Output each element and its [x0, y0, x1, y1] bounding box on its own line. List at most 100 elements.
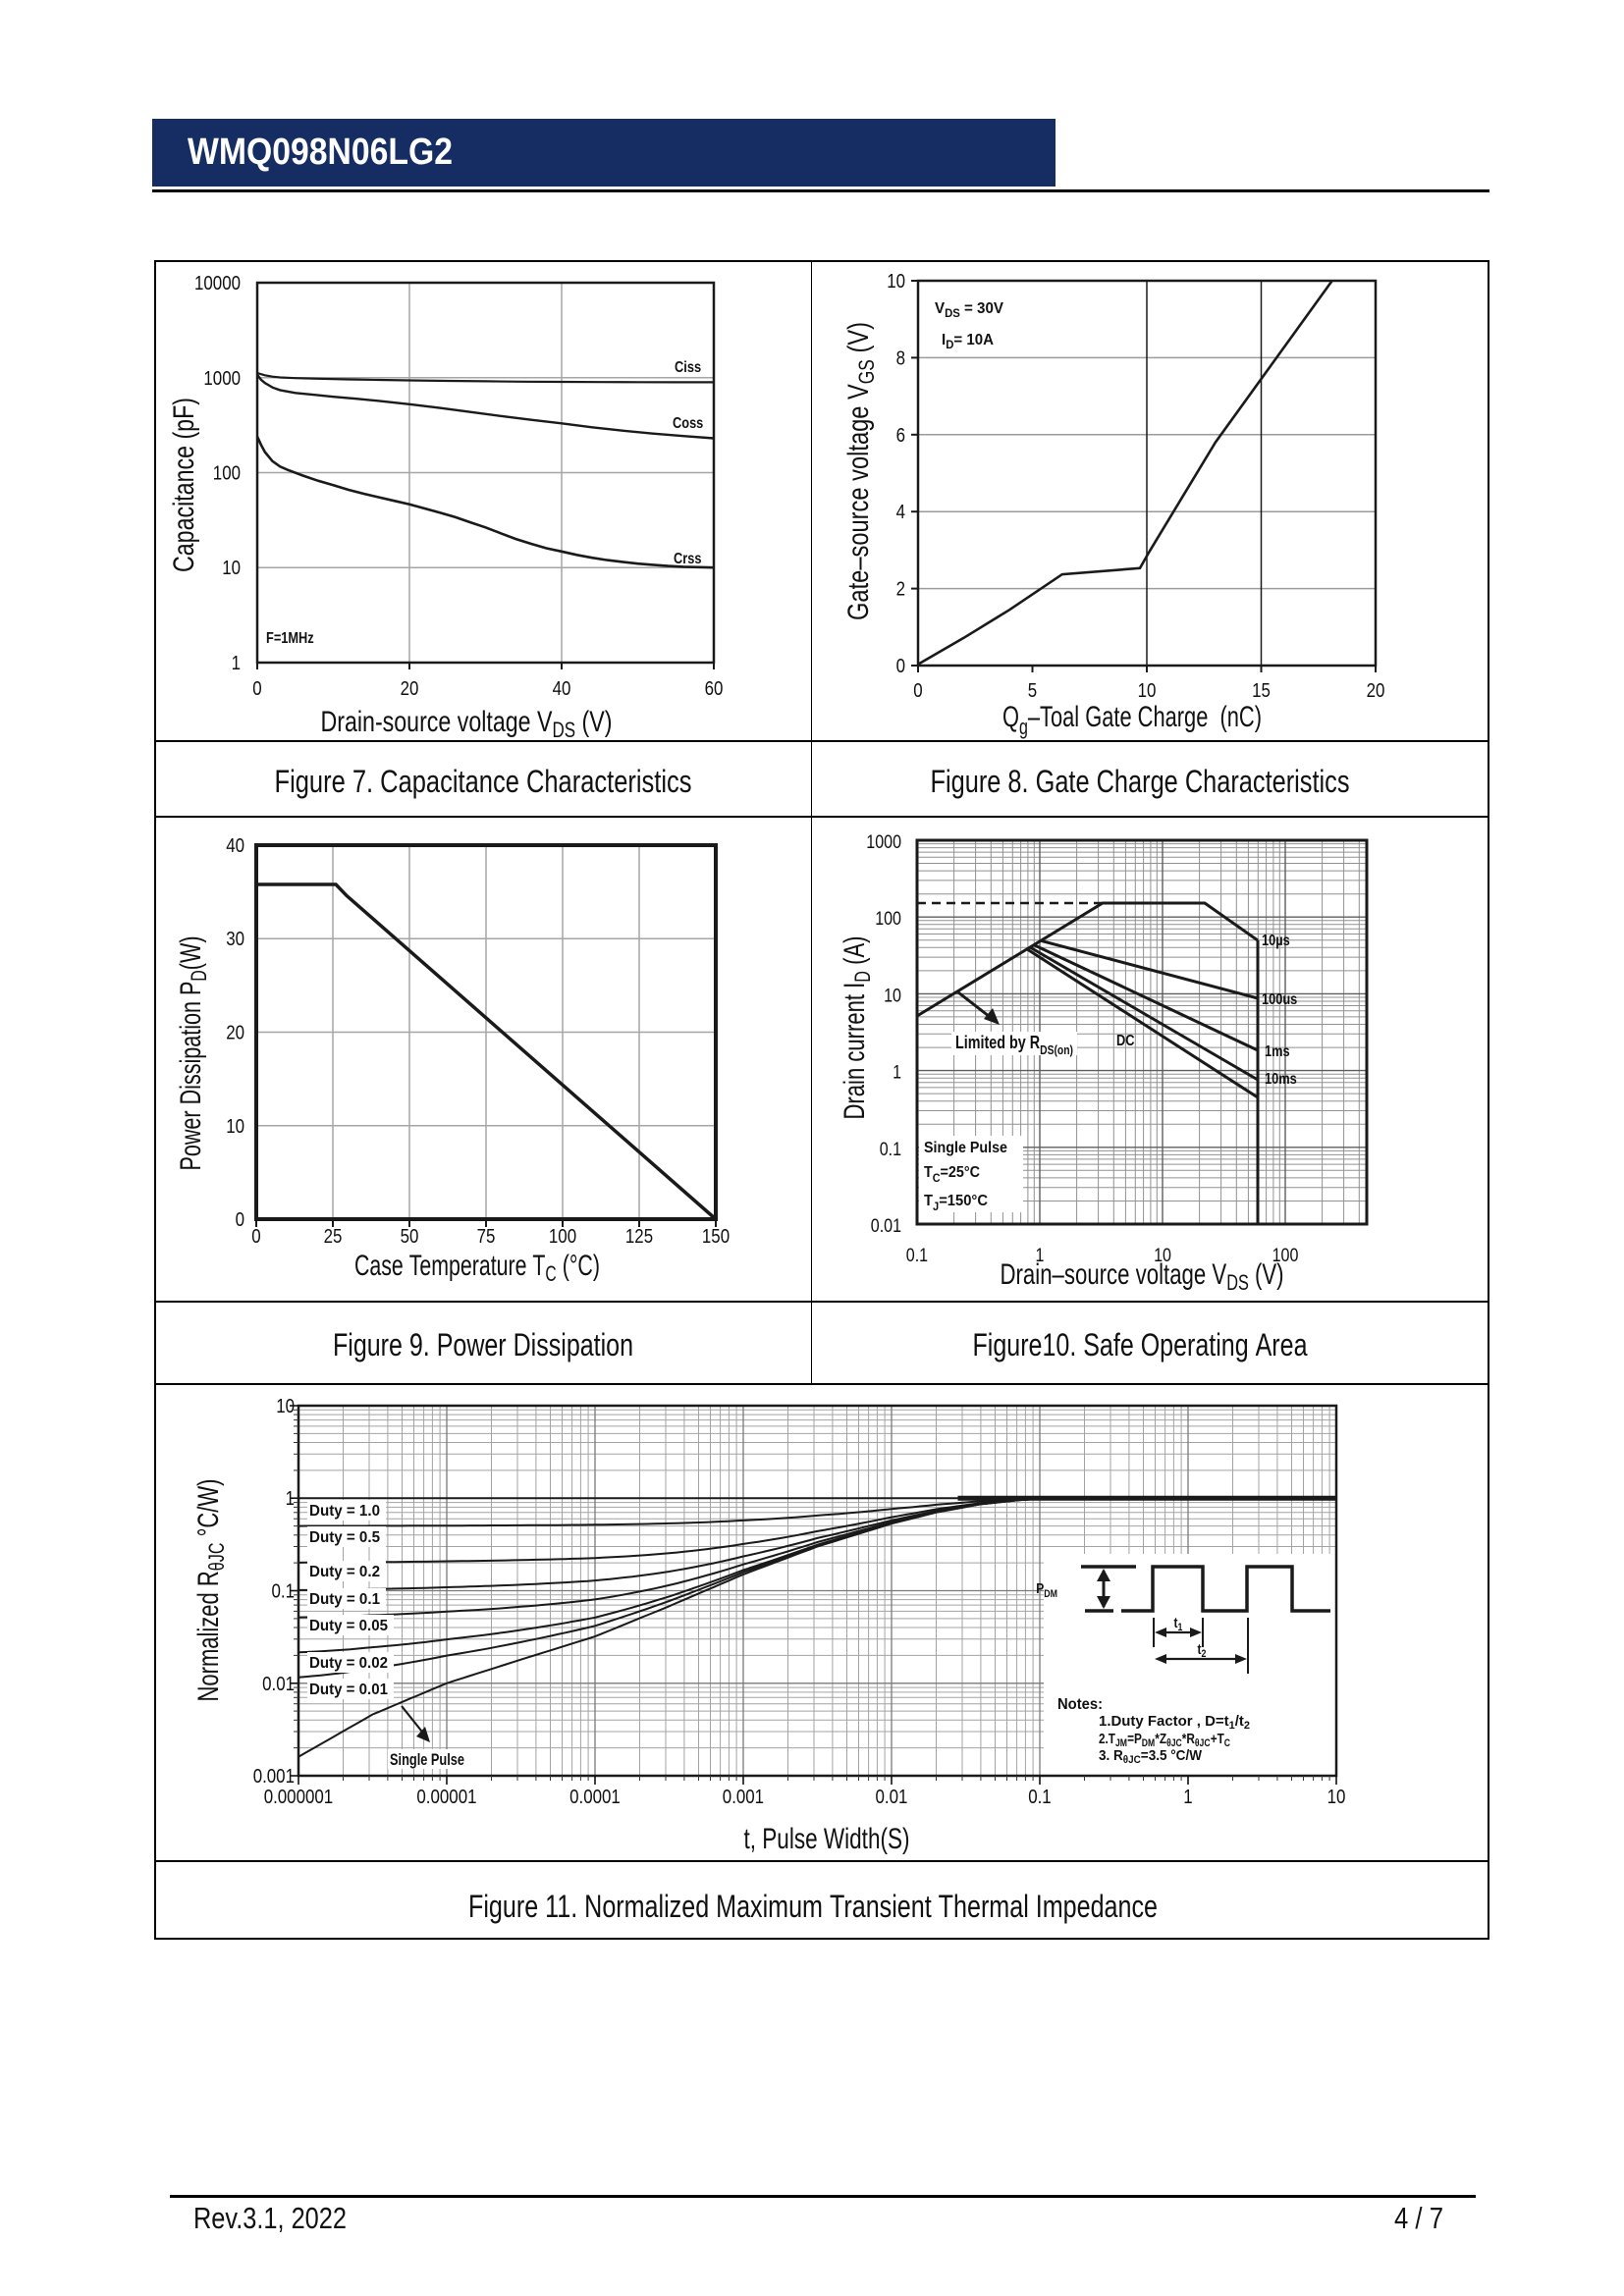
svg-text:10000: 10000	[194, 273, 241, 294]
svg-text:Normalized R: Normalized R	[192, 1571, 225, 1701]
svg-text:0.01: 0.01	[262, 1674, 295, 1695]
svg-text:20: 20	[226, 1023, 244, 1044]
svg-text:(A): (A)	[839, 936, 871, 972]
svg-text:DM: DM	[1044, 1588, 1057, 1600]
svg-text:1: 1	[1183, 1787, 1192, 1808]
svg-text:0.01: 0.01	[876, 1787, 908, 1808]
svg-text:θJC: θJC	[1123, 1754, 1141, 1766]
svg-text:T: T	[924, 1193, 933, 1209]
svg-text:2: 2	[1244, 1720, 1250, 1732]
svg-text:100: 100	[213, 463, 241, 485]
svg-text:Rev.3.1, 2022: Rev.3.1, 2022	[193, 2201, 347, 2235]
svg-text:=25°C: =25°C	[941, 1164, 981, 1181]
svg-text:WMQ098N06LG2: WMQ098N06LG2	[188, 132, 453, 173]
svg-text:1: 1	[286, 1488, 295, 1510]
svg-text:C: C	[933, 1171, 941, 1185]
svg-text:Limited by R: Limited by R	[955, 1033, 1040, 1052]
svg-text:2.T: 2.T	[1099, 1731, 1115, 1747]
svg-text:0: 0	[896, 656, 905, 677]
svg-text:10ms: 10ms	[1265, 1071, 1297, 1088]
svg-text:1ms: 1ms	[1265, 1043, 1290, 1060]
svg-text:0.001: 0.001	[253, 1766, 295, 1788]
svg-text:0.01: 0.01	[871, 1216, 901, 1237]
svg-text:30: 30	[226, 929, 244, 950]
svg-text:2: 2	[1202, 1648, 1207, 1660]
svg-text:t: t	[1198, 1641, 1202, 1658]
svg-text:10: 10	[887, 271, 905, 293]
svg-text:10: 10	[1138, 680, 1157, 702]
svg-text:Duty = 0.02: Duty = 0.02	[309, 1655, 388, 1672]
svg-text:DM: DM	[1142, 1737, 1155, 1749]
svg-text:(V): (V)	[575, 706, 612, 738]
svg-text:J: J	[933, 1200, 939, 1213]
svg-text:t: t	[1174, 1615, 1178, 1631]
svg-text:Duty = 0.1: Duty = 0.1	[309, 1591, 380, 1608]
svg-text:I: I	[942, 332, 946, 348]
svg-text:0.0001: 0.0001	[569, 1787, 621, 1808]
svg-text:=150°C: =150°C	[939, 1193, 988, 1209]
svg-text:Duty = 0.2: Duty = 0.2	[309, 1564, 380, 1580]
svg-text:DS(on): DS(on)	[1040, 1042, 1073, 1057]
svg-text:Capacitance (pF): Capacitance (pF)	[168, 398, 200, 572]
svg-text:20: 20	[401, 678, 419, 700]
svg-text:θJC: θJC	[204, 1542, 229, 1571]
svg-text:*R: *R	[1182, 1731, 1195, 1747]
svg-text:Single Pulse: Single Pulse	[924, 1140, 1007, 1156]
svg-text:40: 40	[553, 678, 571, 700]
svg-text:Duty = 0.01: Duty = 0.01	[309, 1682, 388, 1698]
svg-text:100: 100	[549, 1226, 576, 1248]
svg-text:1: 1	[1178, 1622, 1183, 1633]
svg-text:3. R: 3. R	[1099, 1747, 1123, 1764]
svg-text:F=1MHz: F=1MHz	[266, 630, 314, 647]
svg-text:DS: DS	[1226, 1270, 1249, 1295]
svg-text:5: 5	[1028, 680, 1037, 702]
svg-text:DS: DS	[945, 306, 960, 320]
svg-text:1: 1	[1036, 1246, 1045, 1266]
svg-text:1: 1	[893, 1063, 901, 1084]
svg-text:0.000001: 0.000001	[264, 1787, 334, 1808]
svg-text:Drain–source voltage V: Drain–source voltage V	[1001, 1258, 1227, 1291]
svg-text:0: 0	[252, 678, 261, 700]
svg-text:θJC: θJC	[1166, 1737, 1182, 1749]
svg-text:Duty = 1.0: Duty = 1.0	[309, 1503, 380, 1520]
svg-text:100: 100	[1272, 1246, 1299, 1266]
svg-text:0: 0	[913, 680, 922, 702]
svg-text:Figure10. Safe Operating Area: Figure10. Safe Operating Area	[973, 1327, 1308, 1362]
svg-text:0: 0	[236, 1209, 244, 1231]
svg-text:°C/W): °C/W)	[192, 1479, 225, 1543]
svg-text:4 / 7: 4 / 7	[1394, 2201, 1443, 2235]
svg-text:t, Pulse Width(S): t, Pulse Width(S)	[744, 1823, 910, 1855]
svg-text:D: D	[946, 338, 954, 351]
svg-text:6: 6	[896, 425, 905, 447]
svg-text:1.Duty Factor , D=t: 1.Duty Factor , D=t	[1099, 1713, 1229, 1730]
svg-text:75: 75	[477, 1226, 496, 1248]
svg-text:/t: /t	[1235, 1713, 1244, 1730]
svg-text:0: 0	[251, 1226, 260, 1248]
svg-text:Single Pulse: Single Pulse	[390, 1750, 464, 1769]
svg-text:20: 20	[1367, 680, 1385, 702]
svg-text:100us: 100us	[1262, 991, 1297, 1008]
svg-text:Gate–source voltage V: Gate–source voltage V	[842, 384, 875, 620]
svg-text:= 10A: = 10A	[953, 332, 994, 348]
svg-text:1: 1	[232, 653, 241, 674]
svg-text:Ciss: Ciss	[675, 359, 701, 376]
svg-text:Duty = 0.5: Duty = 0.5	[309, 1529, 380, 1546]
svg-text:+T: +T	[1211, 1731, 1224, 1747]
svg-text:10: 10	[884, 986, 901, 1006]
svg-text:0.001: 0.001	[723, 1787, 764, 1808]
svg-text:C: C	[545, 1261, 556, 1286]
svg-text:Figure 8. Gate Charge Characte: Figure 8. Gate Charge Characteristics	[931, 764, 1350, 799]
svg-text:10: 10	[226, 1116, 244, 1138]
svg-text:Q: Q	[1002, 701, 1019, 733]
svg-text:JM: JM	[1115, 1737, 1127, 1749]
svg-text:15: 15	[1252, 680, 1271, 702]
svg-text:(V): (V)	[842, 322, 875, 359]
svg-text:*Z: *Z	[1155, 1731, 1166, 1747]
svg-text:0.1: 0.1	[1028, 1787, 1052, 1808]
svg-text:Notes:: Notes:	[1057, 1696, 1103, 1713]
svg-text:1000: 1000	[203, 368, 241, 390]
svg-text:DC: DC	[1116, 1033, 1135, 1049]
svg-text:D: D	[850, 971, 875, 983]
svg-text:Duty = 0.05: Duty = 0.05	[309, 1618, 388, 1634]
svg-text:=P: =P	[1127, 1731, 1142, 1747]
